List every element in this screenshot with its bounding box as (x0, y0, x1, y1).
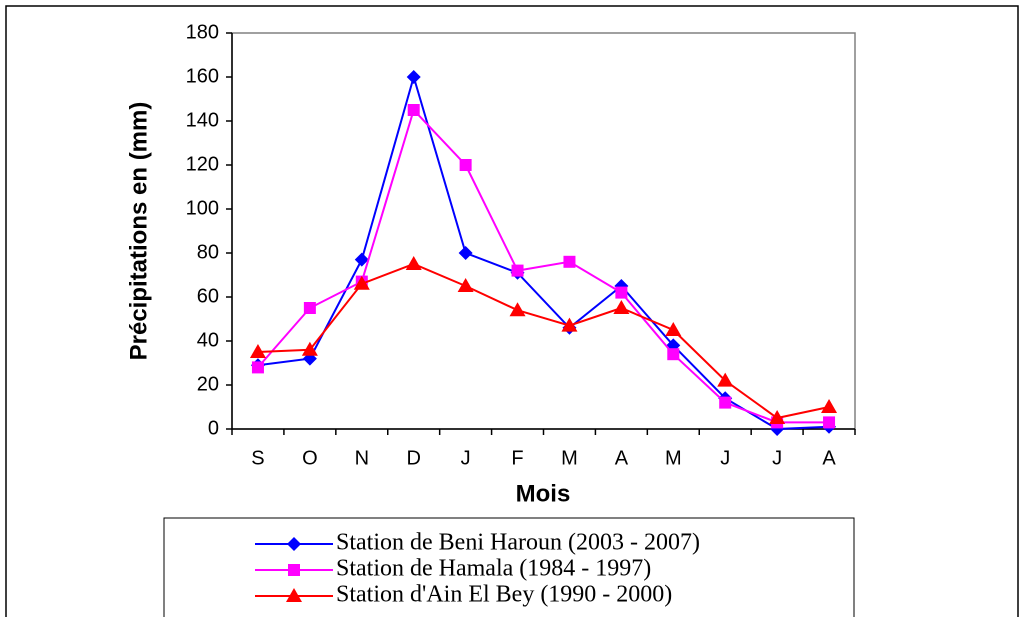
y-tick-label: 60 (197, 285, 219, 307)
legend-label: Station de Hamala (1984 - 1997) (336, 556, 651, 582)
data-point (353, 275, 370, 290)
data-point (561, 317, 578, 332)
y-tick-label: 100 (186, 197, 219, 219)
data-point (458, 246, 473, 260)
legend-label: Station de Beni Haroun (2003 - 2007) (336, 530, 700, 556)
data-point (406, 70, 421, 84)
legend-marker (287, 537, 301, 551)
x-tick-label: A (822, 447, 836, 469)
x-axis-label: Mois (516, 480, 571, 507)
x-tick-label: M (665, 447, 682, 469)
data-point (511, 264, 524, 277)
x-tick-label: J (772, 447, 782, 469)
data-point (405, 256, 422, 270)
data-point (665, 322, 682, 336)
data-point (615, 286, 628, 299)
x-tick-label: N (355, 447, 369, 469)
data-point (303, 302, 316, 314)
data-point (457, 278, 474, 292)
y-tick-label: 160 (186, 65, 219, 87)
data-point (509, 302, 526, 317)
y-tick-label: 0 (208, 417, 219, 439)
y-tick-label: 20 (197, 373, 219, 395)
x-tick-label: A (615, 447, 629, 469)
y-tick-label: 120 (186, 153, 219, 175)
x-tick-label: F (511, 447, 523, 469)
y-tick-label: 80 (197, 241, 219, 263)
series-line (257, 262, 830, 420)
series-line (257, 73, 830, 431)
x-tick-label: O (302, 447, 318, 469)
y-tick-label: 140 (186, 109, 219, 131)
x-tick-label: J (461, 447, 471, 469)
data-point (769, 410, 786, 424)
legend-marker (286, 588, 302, 602)
data-point (719, 396, 732, 409)
data-point (563, 255, 576, 268)
x-tick-label: S (251, 447, 264, 469)
data-point (301, 341, 318, 356)
data-point (249, 344, 266, 358)
data-point (821, 399, 838, 413)
data-point (717, 372, 734, 387)
data-point (823, 416, 836, 429)
data-point (613, 300, 630, 314)
legend-label: Station d'Ain El Bey (1990 - 2000) (336, 582, 672, 608)
y-tick-label: 180 (186, 21, 219, 43)
y-axis-label: Précipitations en (mm) (125, 102, 152, 361)
x-tick-label: J (720, 447, 730, 469)
x-tick-label: D (406, 447, 420, 469)
legend-marker (288, 564, 300, 576)
data-point (251, 361, 264, 374)
data-point (354, 252, 369, 267)
y-tick-label: 40 (197, 329, 219, 351)
x-tick-label: M (561, 447, 578, 469)
data-point (407, 104, 420, 116)
series-line (257, 108, 830, 424)
data-point (667, 348, 680, 361)
data-point (459, 159, 472, 171)
